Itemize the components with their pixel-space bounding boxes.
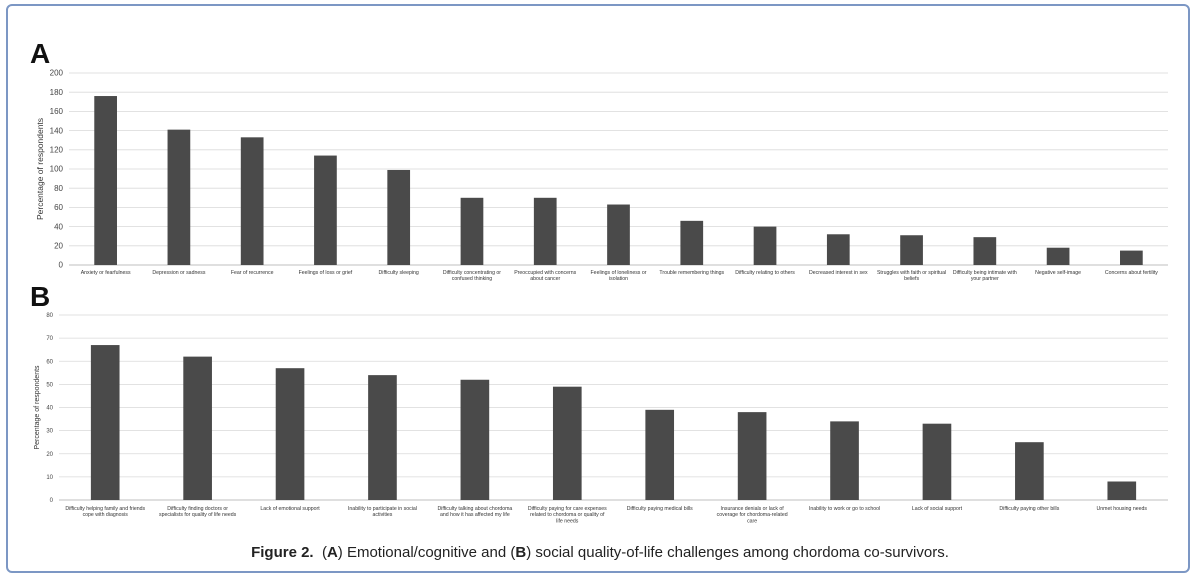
- y-tick-label: 160: [50, 107, 64, 116]
- category-label: Lack of social support: [912, 506, 963, 512]
- bar: [753, 226, 777, 265]
- bar: [314, 155, 337, 265]
- y-tick-label: 60: [54, 203, 63, 212]
- y-tick-label: 70: [46, 336, 53, 342]
- bar: [737, 412, 767, 500]
- bar: [460, 197, 484, 265]
- bar: [387, 169, 411, 265]
- category-label: Depression or sadness: [152, 270, 205, 276]
- y-tick-label: 20: [46, 452, 53, 458]
- y-tick-label: 10: [46, 475, 53, 481]
- figure-caption: Figure 2. (A) Emotional/cognitive and (B…: [0, 544, 1200, 561]
- bar: [533, 197, 557, 265]
- bar: [922, 423, 952, 500]
- category-label: Difficulty talking about chordoma and how…: [437, 506, 512, 518]
- y-tick-label: 0: [50, 498, 54, 504]
- y-tick-label: 200: [50, 69, 64, 78]
- y-tick-label: 140: [50, 126, 64, 135]
- y-tick-label: 20: [54, 241, 63, 250]
- category-label: Difficulty paying other bills: [999, 506, 1059, 512]
- panel-b-chart: B Percentage of respondents 0 10 20 30 40 50 6…: [30, 281, 1168, 524]
- bar: [973, 237, 997, 265]
- category-label: Difficulty helping family and friends cop…: [65, 506, 145, 518]
- bar: [645, 409, 675, 500]
- bar: [240, 137, 264, 265]
- category-label: Unmet housing needs: [1097, 506, 1148, 512]
- category-label: Difficulty paying for care expenses relat…: [528, 506, 607, 524]
- panel-a-letter: A: [30, 38, 50, 69]
- category-label: Lack of emotional support: [260, 506, 320, 512]
- panel-a-y-axis-label: Percentage of respondents: [35, 118, 45, 220]
- bar: [552, 386, 582, 500]
- caption-text-3: ) social quality-of-life challenges amon…: [526, 544, 949, 561]
- bar: [167, 129, 191, 265]
- caption-text-2: ) Emotional/cognitive and (: [337, 544, 516, 561]
- category-label: Difficulty finding doctors or specialists…: [159, 506, 237, 518]
- category-label: Feelings of loss or grief: [299, 270, 353, 276]
- category-label: Insurance denials or lack of coverage for…: [717, 506, 788, 524]
- bar: [94, 96, 117, 265]
- y-tick-label: 40: [54, 222, 63, 231]
- caption-figure-label: Figure 2.: [251, 544, 314, 561]
- bar: [607, 204, 630, 265]
- bar: [460, 379, 490, 500]
- category-label: Fear of recurrence: [231, 270, 274, 276]
- category-label: Struggles with faith or spiritual beliefs: [877, 270, 946, 282]
- y-tick-label: 0: [59, 261, 64, 270]
- caption-panel-a-ref: A: [326, 544, 338, 561]
- category-label: Trouble remembering things: [659, 270, 724, 276]
- category-label: Negative self-image: [1035, 270, 1081, 276]
- category-label: Inability to participate in social activi…: [348, 506, 417, 518]
- bar: [830, 421, 859, 500]
- y-tick-label: 60: [46, 359, 53, 365]
- category-label: Preoccupied with concerns about cancer: [514, 270, 576, 282]
- bar: [368, 375, 397, 500]
- y-tick-label: 80: [54, 184, 63, 193]
- y-tick-label: 50: [46, 382, 53, 388]
- panel-b-letter: B: [30, 281, 50, 312]
- category-label: Concerns about fertility: [1105, 270, 1158, 276]
- y-tick-label: 30: [46, 429, 53, 435]
- caption-panel-b-ref: B: [515, 544, 527, 561]
- category-label: Inability to work or go to school: [809, 506, 880, 512]
- y-tick-label: 40: [46, 406, 53, 412]
- category-label: Difficulty paying medical bills: [627, 506, 693, 512]
- bar: [680, 220, 704, 265]
- bar: [1015, 442, 1044, 500]
- y-tick-label: 180: [50, 88, 64, 97]
- category-label: Difficulty concentrating or confused thin…: [443, 270, 501, 282]
- category-label: Difficulty being intimate with your partn…: [953, 270, 1017, 282]
- bar: [1120, 250, 1143, 265]
- bar: [1046, 247, 1070, 265]
- category-label: Anxiety or fearfulness: [81, 270, 131, 276]
- bar: [1107, 481, 1137, 500]
- panel-a-chart: A Percentage of respondents 0 20 40 60 80 100…: [30, 38, 1168, 282]
- y-tick-label: 100: [50, 165, 64, 174]
- bar: [900, 235, 923, 265]
- category-label: Difficulty sleeping: [379, 270, 419, 276]
- category-label: Decreased interest in sex: [809, 270, 868, 276]
- caption-text-1: (: [321, 544, 327, 561]
- panel-b-y-axis-label: Percentage of respondents: [34, 365, 41, 450]
- y-tick-label: 120: [50, 145, 64, 154]
- bar: [183, 356, 212, 500]
- bar: [90, 345, 120, 500]
- category-label: Difficulty relating to others: [735, 270, 795, 276]
- bar: [275, 368, 305, 500]
- bar: [826, 234, 850, 265]
- category-label: Feelings of loneliness or isolation: [591, 270, 647, 282]
- y-tick-label: 80: [46, 313, 53, 319]
